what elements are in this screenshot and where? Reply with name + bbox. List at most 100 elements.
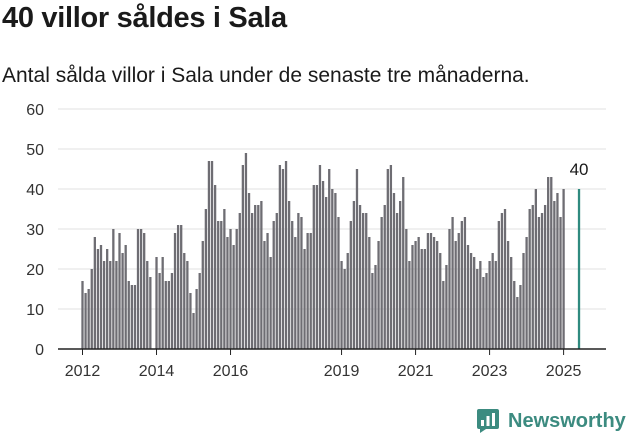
bar — [127, 281, 130, 349]
bar — [167, 281, 170, 349]
bar — [510, 257, 513, 349]
x-tick-label: 2016 — [213, 363, 249, 380]
bar — [405, 229, 408, 349]
bar — [476, 269, 479, 349]
x-tick-label: 2025 — [546, 363, 582, 380]
bar — [217, 221, 220, 349]
bar — [139, 229, 143, 349]
bar — [395, 213, 399, 349]
bar — [318, 165, 322, 349]
bar — [402, 177, 405, 349]
bar — [109, 261, 112, 349]
y-axis-ticks: 0 10 20 30 40 50 60 — [26, 102, 44, 359]
bar — [522, 253, 525, 349]
bar — [210, 161, 214, 349]
bar — [229, 229, 232, 349]
x-tick-label: 2021 — [398, 363, 434, 380]
bar — [192, 313, 195, 349]
bar — [204, 209, 208, 349]
bar — [380, 217, 383, 349]
x-tick-label: 2012 — [65, 363, 101, 380]
bar — [469, 253, 473, 349]
bar — [309, 233, 312, 349]
bar — [531, 205, 534, 349]
bars — [81, 153, 581, 349]
bar — [112, 229, 115, 349]
bar — [90, 269, 93, 349]
bar — [454, 241, 457, 349]
bar — [491, 253, 494, 349]
bar — [497, 221, 500, 349]
bar — [281, 169, 285, 349]
bar — [93, 237, 96, 349]
bar — [146, 261, 149, 349]
bar — [500, 213, 504, 349]
bar — [164, 281, 167, 349]
bar — [87, 289, 90, 349]
chart-subtitle: Antal sålda villor i Sala under de senas… — [2, 64, 530, 87]
bar — [275, 213, 278, 349]
bar — [392, 193, 396, 349]
bar — [543, 205, 547, 349]
bar — [534, 189, 537, 349]
bar — [106, 249, 109, 349]
bar — [173, 233, 177, 349]
bar — [81, 281, 84, 349]
bar — [361, 213, 365, 349]
bar — [414, 241, 417, 349]
bar — [247, 193, 251, 349]
bar — [257, 205, 260, 349]
bar — [429, 233, 433, 349]
y-tick-label: 0 — [35, 342, 44, 359]
bar — [213, 185, 217, 349]
x-tick-label: 2014 — [139, 363, 175, 380]
bar — [186, 261, 189, 349]
bar — [312, 185, 315, 349]
bar — [136, 229, 140, 349]
bar — [389, 165, 393, 349]
bar — [176, 225, 180, 349]
bar — [334, 193, 337, 349]
bar — [96, 249, 100, 349]
highlight-label: 40 — [570, 160, 589, 179]
bar — [383, 205, 386, 349]
bar — [358, 205, 362, 349]
bar — [426, 233, 430, 349]
bar — [445, 265, 448, 349]
bar — [556, 193, 559, 349]
x-axis: 2012 2014 2016 2019 2021 2023 2025 — [58, 348, 606, 380]
bar — [528, 209, 531, 349]
bar — [442, 281, 445, 349]
bar — [306, 233, 309, 349]
bar — [423, 249, 426, 349]
bar — [124, 245, 127, 349]
newsworthy-logo-icon — [477, 409, 499, 433]
y-tick-label: 30 — [26, 222, 44, 239]
bar — [180, 225, 183, 349]
bar — [479, 261, 482, 349]
y-tick-label: 20 — [26, 262, 44, 279]
bar — [201, 241, 204, 349]
bar — [291, 221, 294, 349]
bar — [457, 233, 460, 349]
bar — [547, 177, 550, 349]
bar — [525, 237, 528, 349]
bar — [133, 285, 137, 349]
bar — [155, 257, 158, 349]
bar — [432, 237, 436, 349]
bar — [260, 201, 263, 349]
bar — [399, 201, 402, 349]
x-tick-label: 2023 — [472, 363, 508, 380]
bar — [550, 177, 553, 349]
bar — [149, 277, 152, 349]
chart-title: 40 villor såldes i Sala — [2, 2, 287, 34]
bar — [220, 221, 223, 349]
bar — [349, 221, 352, 349]
bar — [118, 233, 121, 349]
bar — [513, 281, 516, 349]
bar — [460, 221, 463, 349]
brand-name: Newsworthy — [508, 409, 626, 432]
bar — [448, 229, 451, 349]
bar — [241, 165, 245, 349]
